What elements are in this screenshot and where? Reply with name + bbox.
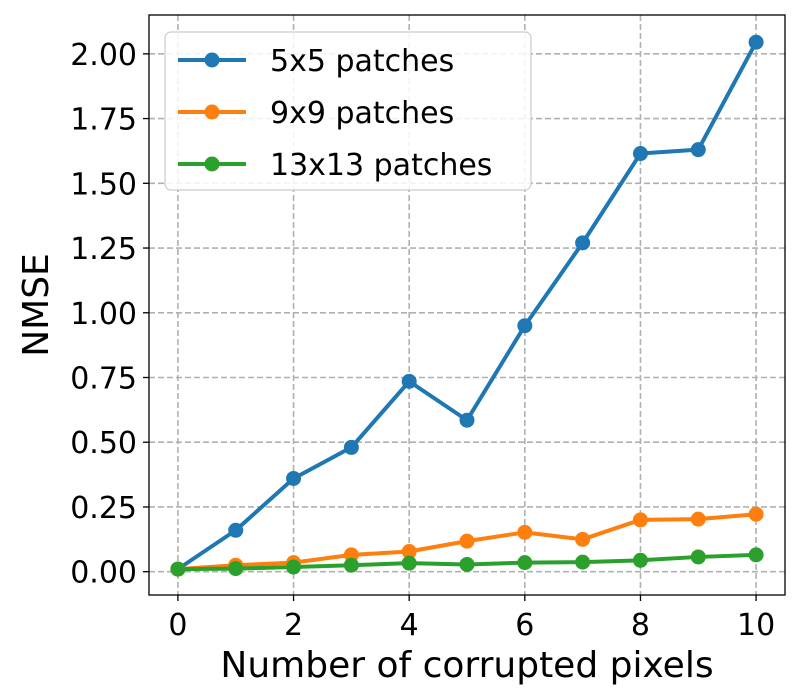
- data-point: [517, 524, 533, 540]
- legend: 5x5 patches 9x9 patches 13x13 patches: [164, 31, 532, 191]
- data-point: [575, 554, 591, 570]
- y-tick-label: 1.25: [70, 232, 137, 267]
- x-tick-label: 10: [737, 608, 775, 643]
- legend-marker: [204, 52, 220, 68]
- legend-label: 9x9 patches: [270, 96, 454, 131]
- data-point: [690, 142, 706, 158]
- data-point: [632, 552, 648, 568]
- legend-item: 5x5 patches: [178, 44, 454, 79]
- x-tick-label: 6: [515, 608, 534, 643]
- data-point: [228, 561, 244, 577]
- data-point: [459, 533, 475, 549]
- legend-marker: [204, 104, 220, 120]
- data-point: [459, 556, 475, 572]
- data-point: [343, 439, 359, 455]
- data-point: [748, 34, 764, 50]
- x-axis-title: Number of corrupted pixels: [220, 645, 713, 686]
- legend-marker: [204, 156, 220, 172]
- data-point: [401, 373, 417, 389]
- y-tick-label: 1.75: [70, 103, 137, 138]
- data-point: [459, 412, 475, 428]
- x-tick-label: 2: [284, 608, 303, 643]
- data-point: [170, 561, 186, 577]
- series-0: [170, 34, 764, 577]
- data-point: [517, 555, 533, 571]
- series-2: [170, 547, 764, 577]
- x-tick-label: 4: [400, 608, 419, 643]
- legend-item: 9x9 patches: [178, 96, 454, 131]
- data-point: [228, 522, 244, 538]
- data-point: [575, 235, 591, 251]
- data-point: [632, 512, 648, 528]
- data-point: [343, 547, 359, 563]
- legend-box: [164, 31, 532, 191]
- y-tick-label: 0.00: [70, 556, 137, 591]
- y-tick-label: 2.00: [70, 38, 137, 73]
- x-axis: 0 2 4 6 8 10: [168, 595, 775, 643]
- data-point: [748, 506, 764, 522]
- data-point: [343, 557, 359, 573]
- data-point: [401, 555, 417, 571]
- data-point: [401, 544, 417, 559]
- data-point: [517, 318, 533, 334]
- data-point: [690, 549, 706, 565]
- legend-label: 5x5 patches: [270, 44, 454, 79]
- y-tick-label: 0.75: [70, 362, 137, 397]
- y-axis: 0.00 0.25 0.50 0.75 1.00 1.25 1.50 1.75 2.00: [70, 38, 149, 591]
- data-point: [632, 146, 648, 162]
- y-tick-label: 1.50: [70, 167, 137, 202]
- y-axis-title: NMSE: [16, 253, 57, 357]
- y-tick-label: 1.00: [70, 297, 137, 332]
- data-point: [286, 559, 302, 575]
- data-point: [286, 470, 302, 486]
- series-layer: [170, 34, 764, 577]
- plot-frame: [148, 14, 786, 596]
- y-tick-label: 0.50: [70, 426, 137, 461]
- legend-label: 13x13 patches: [270, 148, 492, 183]
- x-tick-label: 8: [631, 608, 650, 643]
- data-point: [575, 531, 591, 547]
- y-tick-label: 0.25: [70, 491, 137, 526]
- data-point: [690, 511, 706, 527]
- legend-item: 13x13 patches: [178, 148, 492, 183]
- x-tick-label: 0: [168, 608, 187, 643]
- data-point: [748, 547, 764, 563]
